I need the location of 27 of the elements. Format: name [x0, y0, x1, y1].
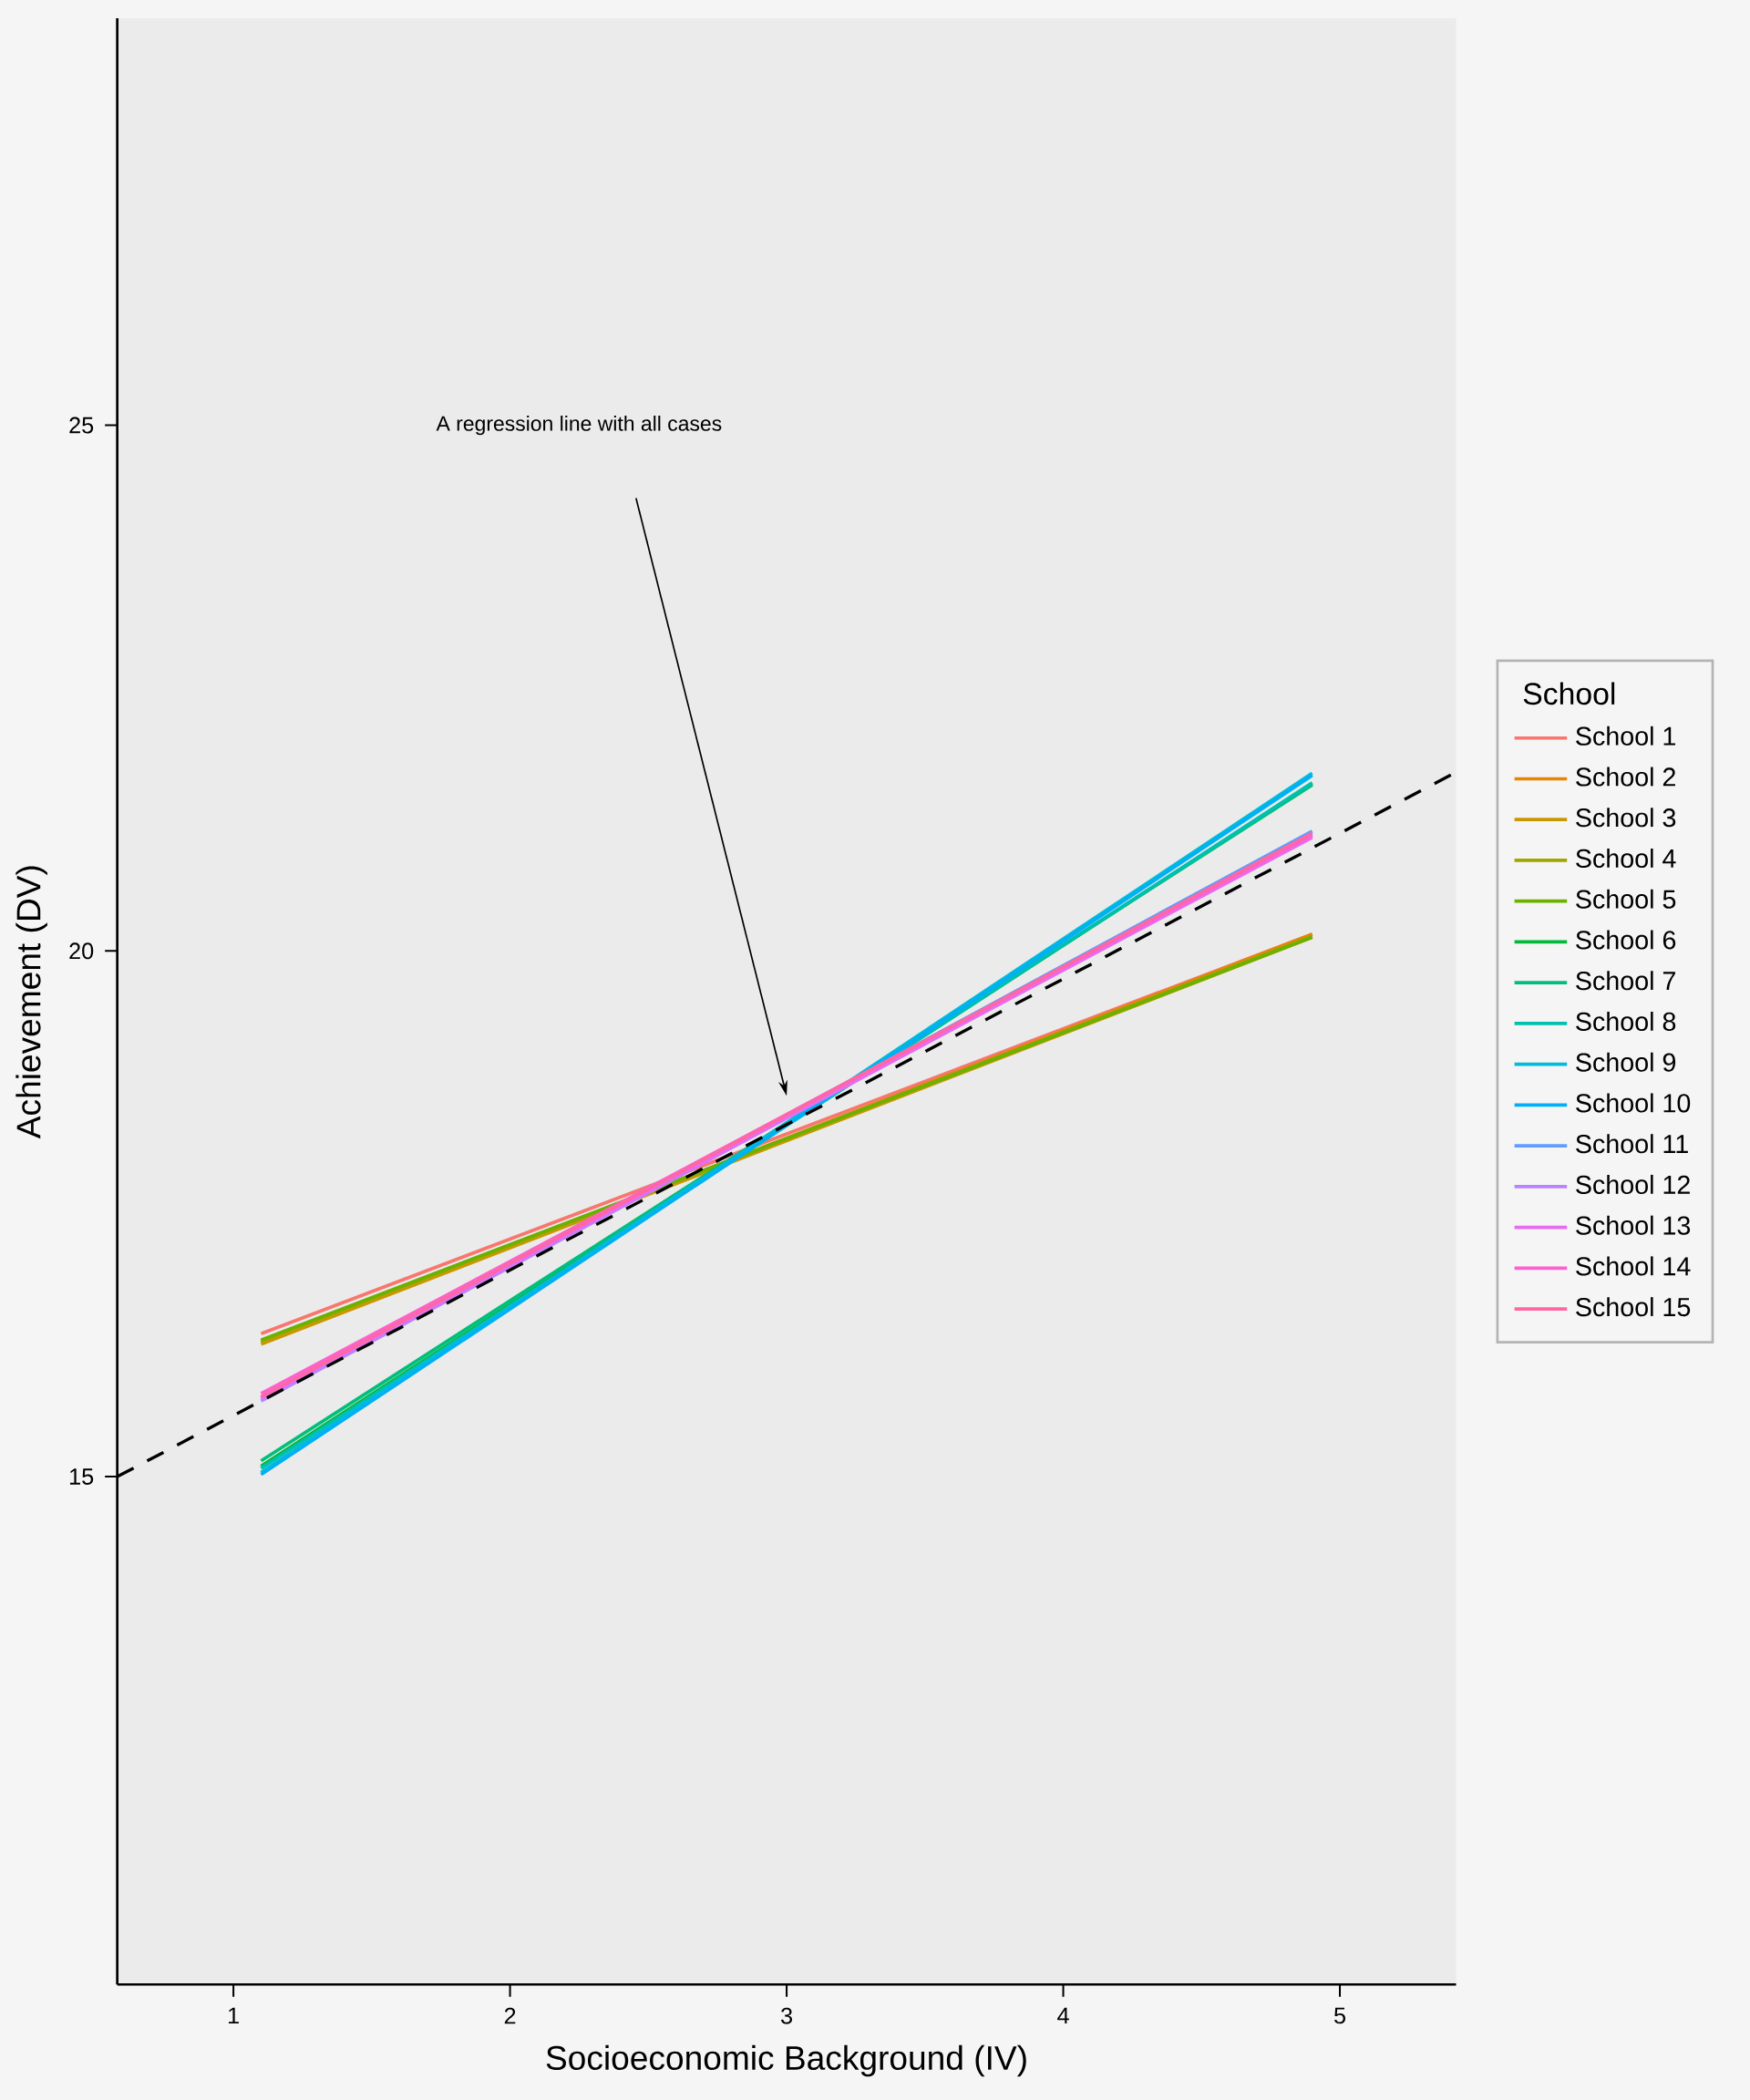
legend-label: School 8: [1576, 1011, 1676, 1032]
y-tick-label: 20: [69, 942, 94, 960]
legend-label: School 9: [1576, 1052, 1676, 1072]
legend-title: School: [1523, 682, 1615, 705]
legend-label: School 5: [1576, 889, 1676, 909]
legend-label: School 12: [1576, 1174, 1690, 1194]
y-tick-label: 25: [69, 417, 94, 434]
legend-label: School 10: [1576, 1093, 1691, 1113]
annotation: A regression line with all cases: [436, 415, 722, 436]
legend-label: School 4: [1576, 849, 1676, 869]
x-tick-label: 2: [504, 2007, 516, 2024]
legend-label: School 7: [1576, 971, 1675, 991]
y-axis-title: Achievement (DV): [15, 866, 47, 1139]
legend-label: School 2: [1576, 767, 1675, 787]
x-tick-label: 5: [1333, 2007, 1345, 2024]
legend-label: School 13: [1576, 1215, 1691, 1235]
x-tick-label: 3: [780, 2007, 792, 2024]
y-tick-label: 15: [69, 1468, 94, 1485]
legend-label: School 14: [1576, 1256, 1691, 1276]
x-axis-title: Socioeconomic Background (IV): [546, 2044, 1026, 2077]
legend-label: School 3: [1576, 808, 1676, 828]
legend-label: School 1: [1576, 726, 1675, 746]
x-tick-label: 1: [228, 2007, 239, 2024]
x-tick-label: 4: [1057, 2007, 1069, 2024]
legend-label: School 11: [1576, 1134, 1688, 1154]
legend-label: School 6: [1576, 930, 1676, 950]
legend-label: School 15: [1576, 1297, 1691, 1317]
